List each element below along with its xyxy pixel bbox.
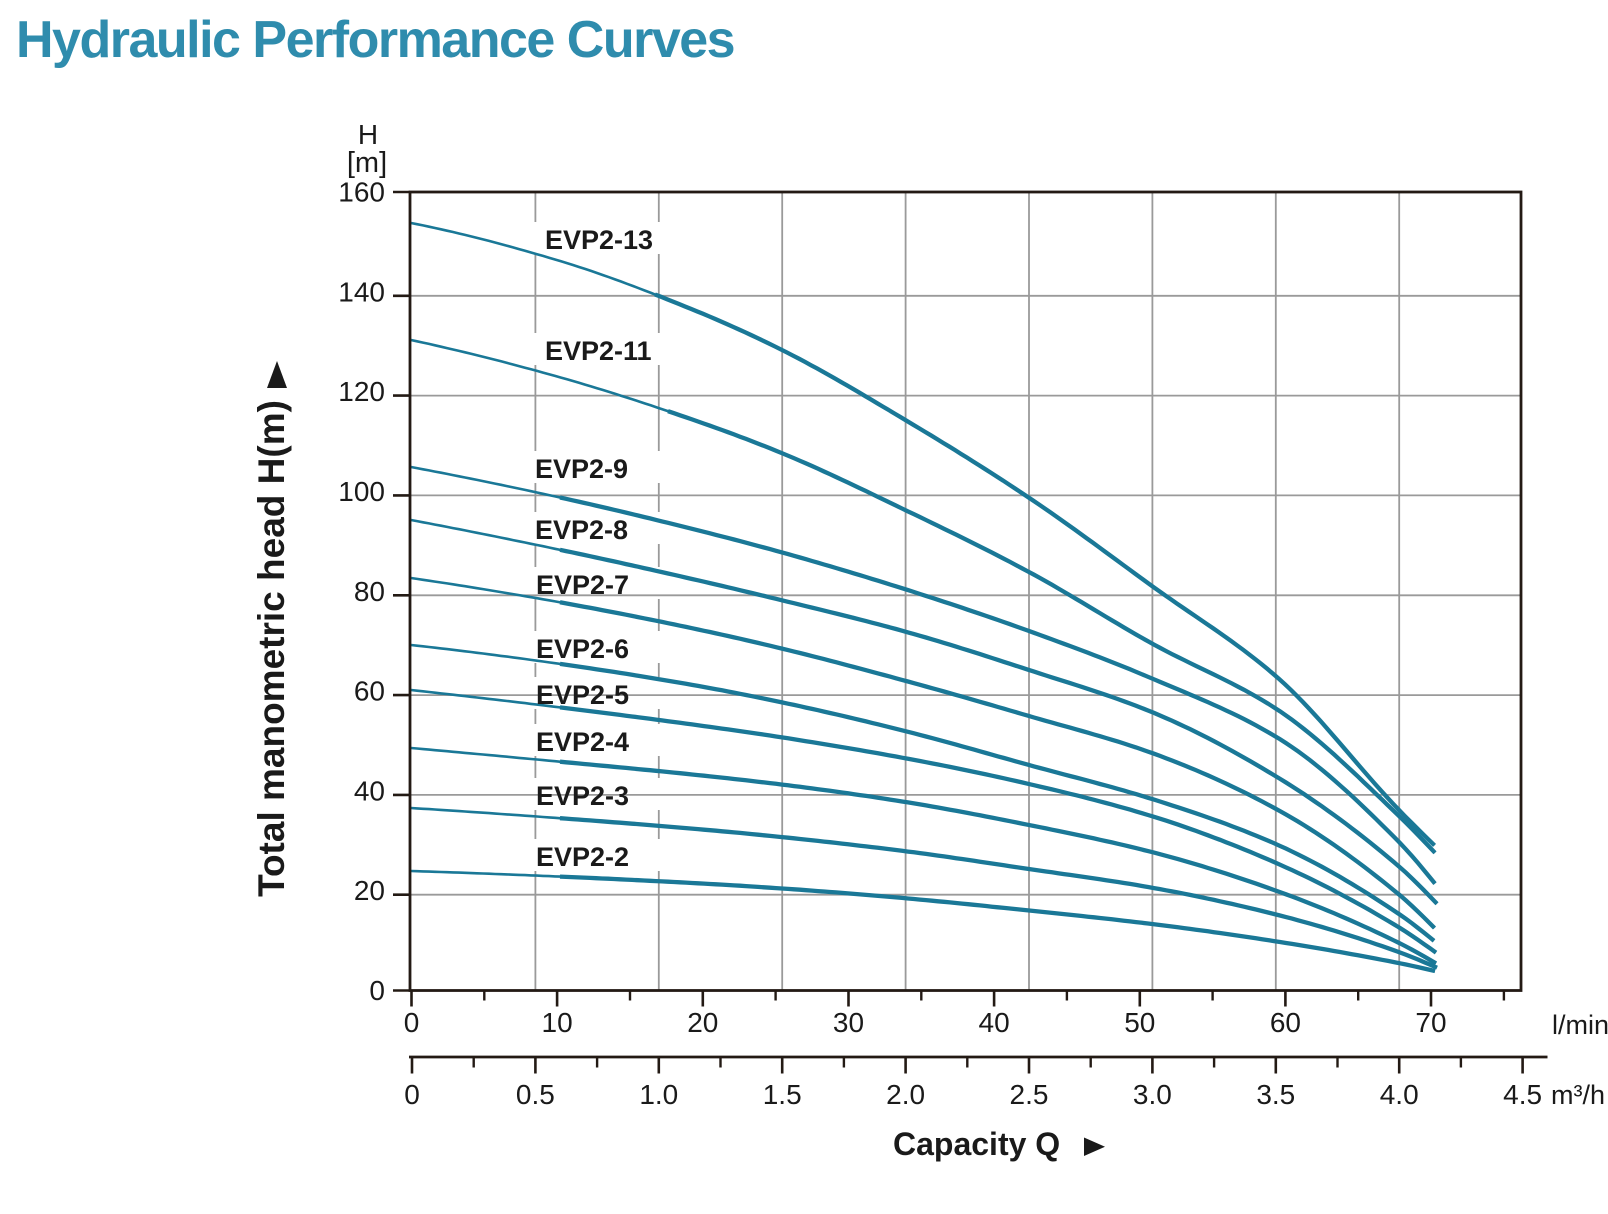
svg-text:4.5: 4.5 — [1503, 1079, 1542, 1110]
svg-text:140: 140 — [338, 276, 385, 307]
svg-text:0: 0 — [369, 975, 385, 1006]
svg-text:160: 160 — [338, 177, 385, 208]
svg-text:1.0: 1.0 — [639, 1079, 678, 1110]
svg-text:3.5: 3.5 — [1256, 1079, 1295, 1110]
svg-text:EVP2-9: EVP2-9 — [535, 454, 628, 484]
svg-text:70: 70 — [1415, 1007, 1446, 1038]
svg-text:10: 10 — [542, 1007, 573, 1038]
svg-text:m³/h: m³/h — [1551, 1080, 1605, 1110]
svg-text:2.0: 2.0 — [886, 1079, 925, 1110]
svg-text:0: 0 — [404, 1079, 420, 1110]
svg-text:EVP2-5: EVP2-5 — [536, 680, 629, 710]
svg-text:20: 20 — [687, 1007, 718, 1038]
svg-text:40: 40 — [354, 775, 385, 806]
svg-text:EVP2-4: EVP2-4 — [536, 727, 629, 757]
svg-text:40: 40 — [979, 1007, 1010, 1038]
svg-text:EVP2-3: EVP2-3 — [536, 781, 629, 811]
svg-text:4.0: 4.0 — [1380, 1079, 1419, 1110]
svg-text:2.5: 2.5 — [1010, 1079, 1049, 1110]
svg-text:EVP2-7: EVP2-7 — [536, 570, 629, 600]
svg-text:80: 80 — [354, 576, 385, 607]
svg-text:50: 50 — [1124, 1007, 1155, 1038]
svg-text:Total manometric head H(m): Total manometric head H(m) — [251, 400, 292, 897]
svg-text:60: 60 — [354, 676, 385, 707]
svg-text:1.5: 1.5 — [763, 1079, 802, 1110]
svg-text:EVP2-2: EVP2-2 — [536, 842, 629, 872]
svg-text:100: 100 — [338, 476, 385, 507]
svg-text:20: 20 — [354, 875, 385, 906]
svg-text:EVP2-8: EVP2-8 — [535, 515, 628, 545]
svg-text:EVP2-13: EVP2-13 — [545, 225, 653, 255]
svg-text:EVP2-11: EVP2-11 — [545, 336, 652, 366]
svg-text:H: H — [358, 119, 378, 150]
svg-text:Capacity Q: Capacity Q — [893, 1126, 1060, 1162]
svg-text:3.0: 3.0 — [1133, 1079, 1172, 1110]
svg-text:120: 120 — [338, 376, 385, 407]
svg-text:0: 0 — [404, 1007, 420, 1038]
svg-text:l/min: l/min — [1552, 1010, 1608, 1040]
svg-text:0.5: 0.5 — [516, 1079, 555, 1110]
svg-text:30: 30 — [833, 1007, 864, 1038]
svg-text:EVP2-6: EVP2-6 — [536, 634, 629, 664]
svg-text:60: 60 — [1270, 1007, 1301, 1038]
svg-text:[m]: [m] — [347, 147, 387, 179]
